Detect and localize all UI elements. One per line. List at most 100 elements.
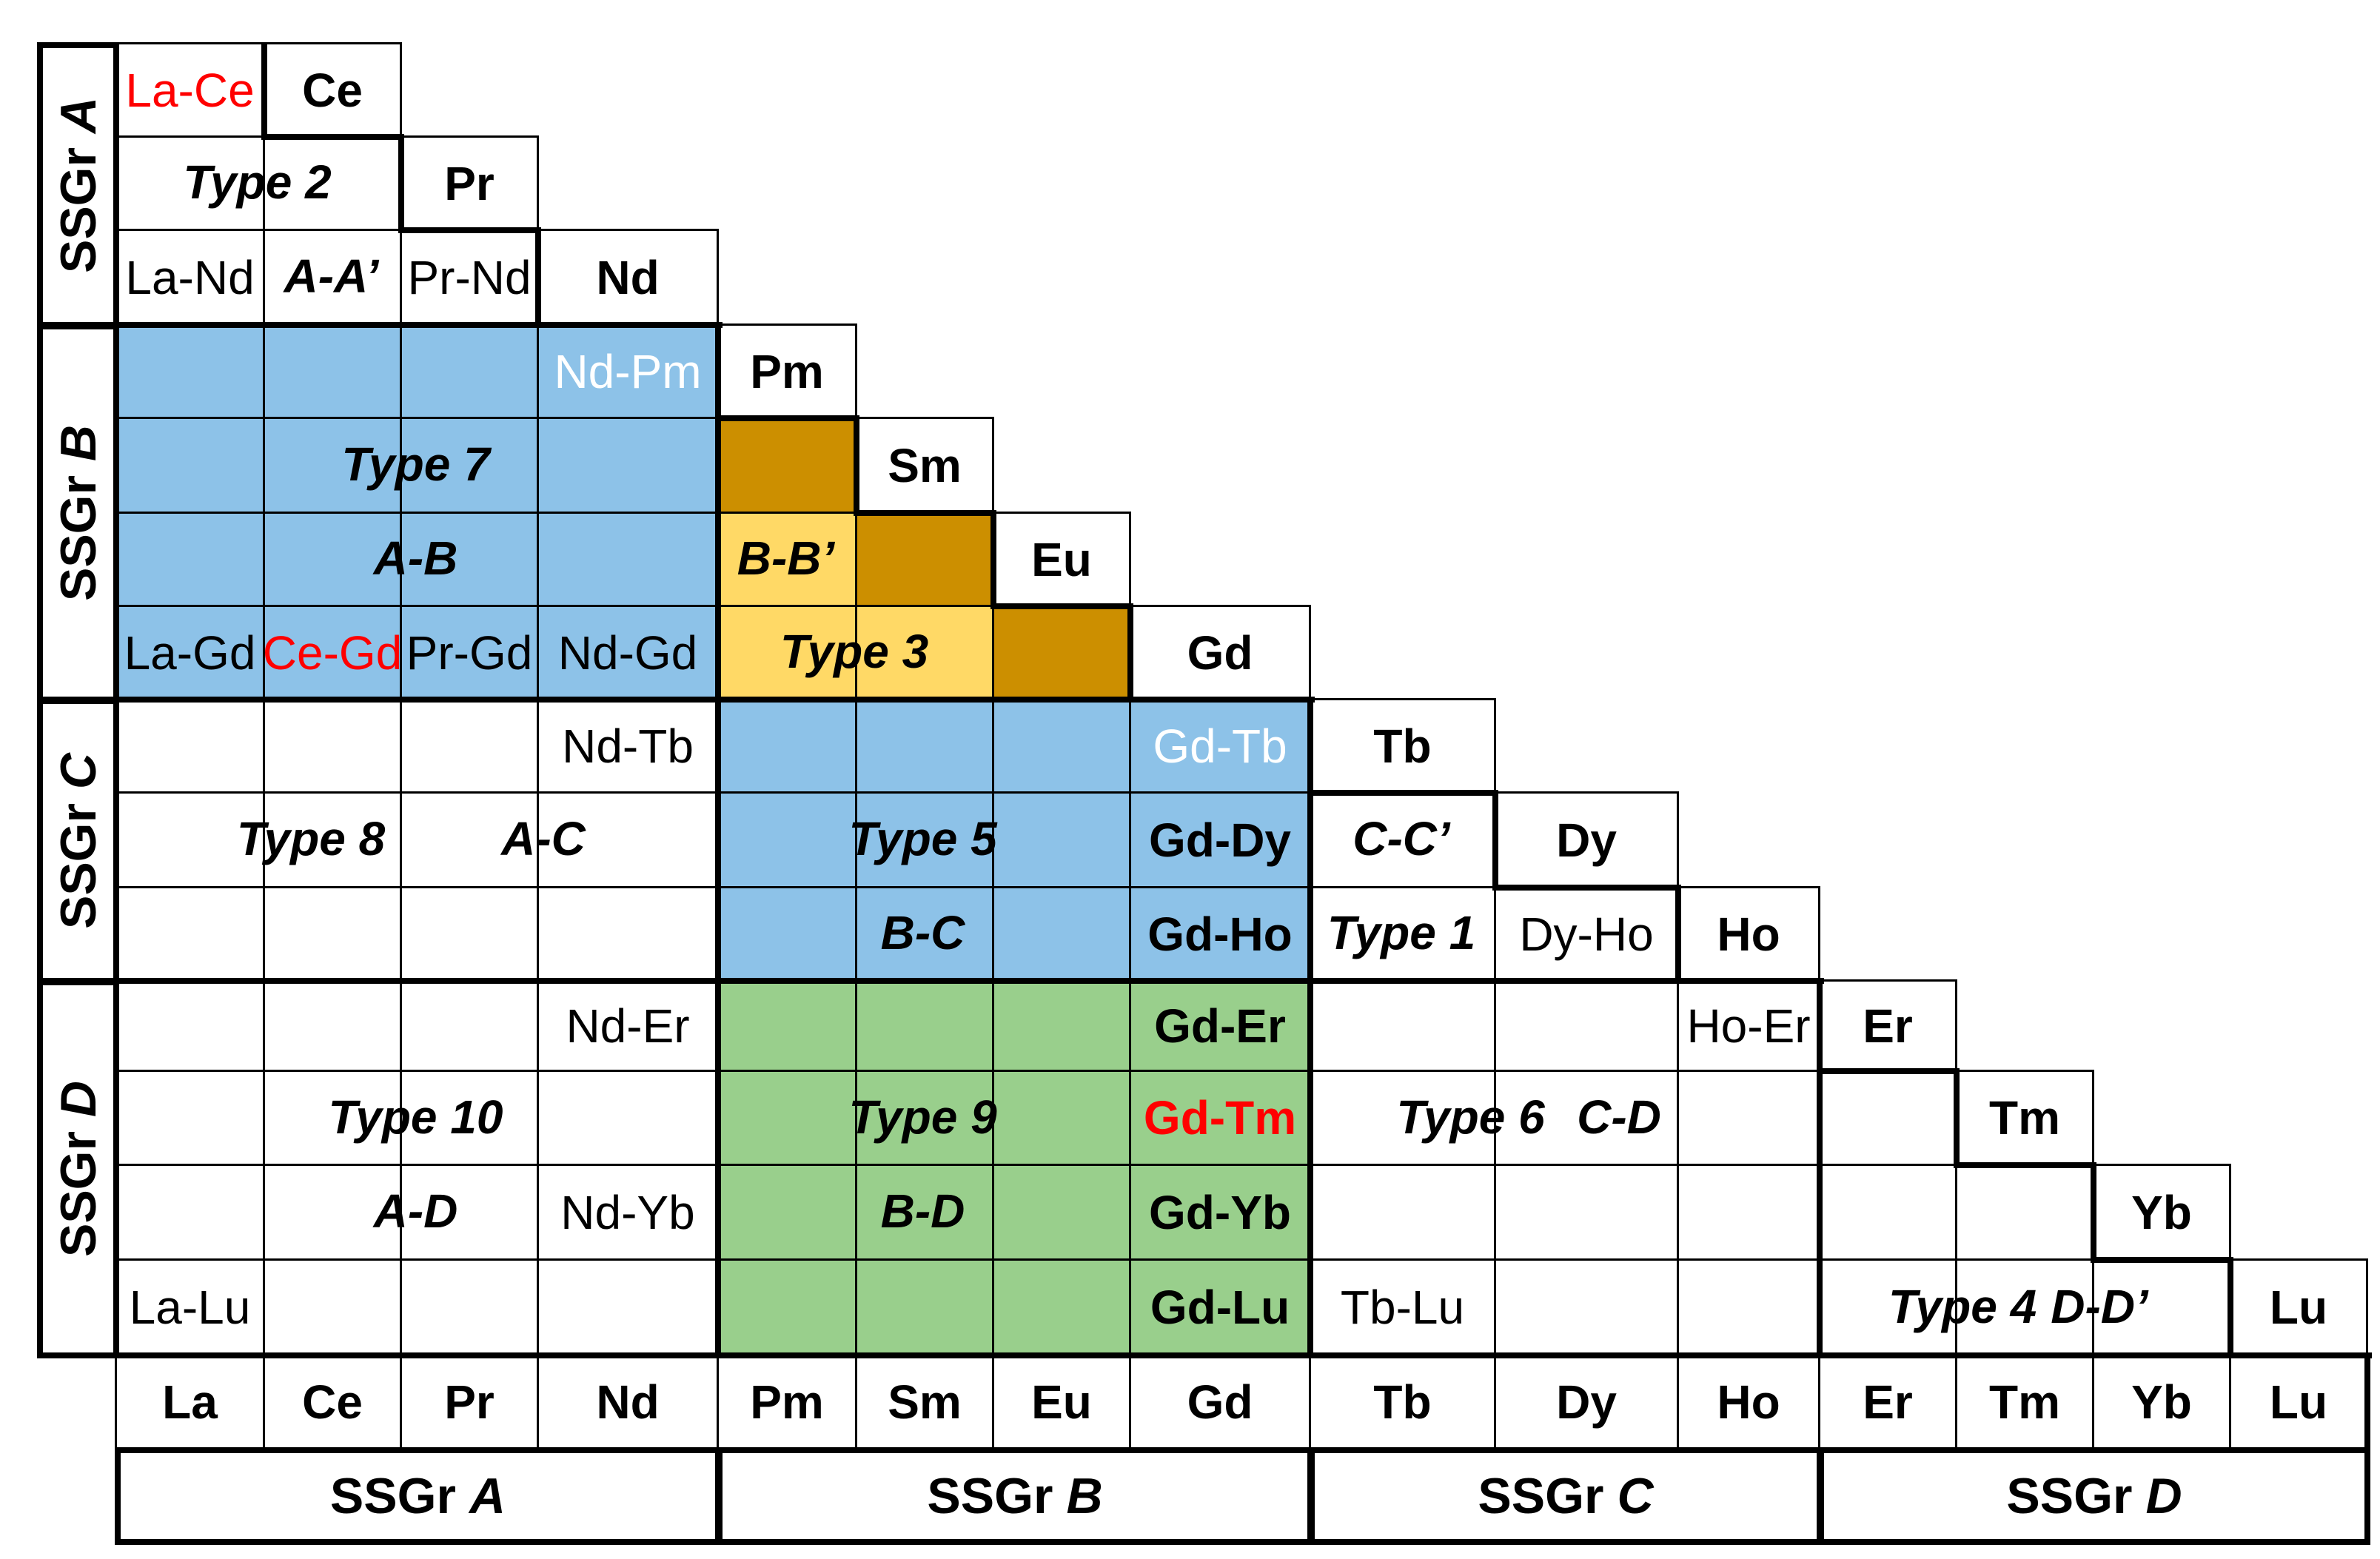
grid-cell	[717, 417, 857, 514]
subgroup-prefix: SSGr	[927, 1468, 1053, 1524]
column-header-pr: Pr	[400, 1354, 539, 1449]
grid-cell	[400, 791, 539, 888]
stair	[535, 229, 541, 323]
divider-c-d	[115, 978, 1824, 984]
column-header-dy: Dy	[1494, 1354, 1679, 1449]
pair-cell-pr-nd: Pr-Nd	[400, 229, 539, 326]
subgroup-prefix: SSGr	[50, 133, 107, 274]
grid-cell	[717, 886, 857, 982]
grid-cell	[992, 698, 1131, 794]
grid-cell	[263, 979, 402, 1072]
grid-cell	[855, 605, 994, 700]
pair-cell-gd-yb: Gd-Yb	[1129, 1164, 1311, 1261]
subgroup-letter: B	[50, 424, 107, 462]
bottom-subgroup-c: SSGr C	[1309, 1447, 1823, 1545]
pair-cell-nd-pm: Nd-Pm	[537, 323, 719, 419]
grid-cell	[992, 886, 1131, 982]
grid-cell	[115, 135, 265, 231]
grid-cell	[400, 1258, 539, 1356]
grid-cell	[263, 323, 402, 419]
divider-col-c-d	[1817, 979, 1823, 1354]
column-header-ho: Ho	[1677, 1354, 1820, 1449]
grid-cell	[717, 512, 857, 607]
pair-cell-la-gd: La-Gd	[115, 605, 265, 700]
grid-cell	[263, 698, 402, 794]
pair-cell-dy-ho: Dy-Ho	[1494, 886, 1679, 982]
pair-cell-tb-lu: Tb-Lu	[1309, 1258, 1496, 1356]
grid-cell	[1818, 1164, 1957, 1261]
grid-cell	[1955, 1164, 2094, 1261]
grid-cell	[1494, 1070, 1679, 1166]
grid-cell	[717, 698, 857, 794]
column-header-gd: Gd	[1129, 1354, 1311, 1449]
divider-col-a-b	[715, 323, 721, 1354]
grid-cell	[855, 886, 994, 982]
column-header-pm: Pm	[717, 1354, 857, 1449]
element-diagonal-ce: Ce	[263, 42, 402, 138]
grid-cell	[992, 605, 1131, 700]
grid-cell	[400, 417, 539, 514]
side-subgroup-label: SSGr D	[50, 1081, 107, 1257]
subgroup-letter: C	[1617, 1468, 1654, 1524]
grid-cell	[1494, 979, 1679, 1072]
grid-cell	[400, 698, 539, 794]
grid-cell	[1818, 1258, 1957, 1356]
pair-cell-ce-gd: Ce-Gd	[263, 605, 402, 700]
grid-cell	[115, 512, 265, 607]
stair	[2091, 1164, 2096, 1258]
element-diagonal-pr: Pr	[400, 135, 539, 231]
grid-cell	[537, 886, 719, 982]
pair-cell-nd-gd: Nd-Gd	[537, 605, 719, 700]
element-diagonal-ho: Ho	[1677, 886, 1820, 982]
stair	[1127, 605, 1133, 698]
grid-cell	[1309, 791, 1496, 888]
grid-cell	[717, 1070, 857, 1166]
column-header-nd: Nd	[537, 1354, 719, 1449]
grid-cell	[263, 417, 402, 514]
grid-cell	[1309, 1070, 1496, 1166]
grid-cell	[115, 417, 265, 514]
pair-cell-pr-gd: Pr-Gd	[400, 605, 539, 700]
element-diagonal-nd: Nd	[537, 229, 719, 326]
stair	[2091, 1257, 2233, 1263]
stair	[1492, 791, 1498, 886]
subgroup-letter: C	[50, 752, 107, 790]
grid-cell	[1309, 886, 1496, 982]
element-diagonal-sm: Sm	[855, 417, 994, 514]
grid-cell	[717, 1258, 857, 1356]
element-diagonal-er: Er	[1818, 979, 1957, 1072]
pair-cell-ho-er: Ho-Er	[1677, 979, 1820, 1072]
grid-cell	[537, 417, 719, 514]
element-diagonal-pm: Pm	[717, 323, 857, 419]
stair	[1817, 1068, 1960, 1074]
grid-cell	[115, 979, 265, 1072]
side-subgroup-label: SSGr B	[50, 425, 107, 601]
subgroup-prefix: SSGr	[2006, 1468, 2133, 1524]
grid-cell	[717, 791, 857, 888]
stair	[715, 415, 859, 421]
grid-cell	[263, 886, 402, 982]
grid-cell	[263, 1070, 402, 1166]
side-subgroup-c: SSGr C	[37, 698, 119, 984]
column-header-eu: Eu	[992, 1354, 1131, 1449]
column-header-tm: Tm	[1955, 1354, 2094, 1449]
pair-cell-gd-tb: Gd-Tb	[1129, 698, 1311, 794]
grid-cell	[263, 512, 402, 607]
grid-cell	[2092, 1258, 2231, 1356]
grid-cell	[400, 886, 539, 982]
side-subgroup-label: SSGr C	[50, 753, 107, 929]
grid-cell	[855, 1164, 994, 1261]
pair-cell-nd-er: Nd-Er	[537, 979, 719, 1072]
stair	[398, 135, 404, 229]
side-subgroup-d: SSGr D	[37, 979, 119, 1358]
divider-bottom	[115, 1352, 2372, 1358]
pair-cell-nd-yb: Nd-Yb	[537, 1164, 719, 1261]
pair-cell-gd-ho: Gd-Ho	[1129, 886, 1311, 982]
subgroup-letter: A	[50, 96, 107, 134]
grid-cell	[1677, 1164, 1820, 1261]
stair	[990, 512, 996, 605]
grid-cell	[537, 1070, 719, 1166]
grid-cell	[855, 1070, 994, 1166]
subgroup-letter: D	[50, 1080, 107, 1118]
element-diagonal-tb: Tb	[1309, 698, 1496, 794]
